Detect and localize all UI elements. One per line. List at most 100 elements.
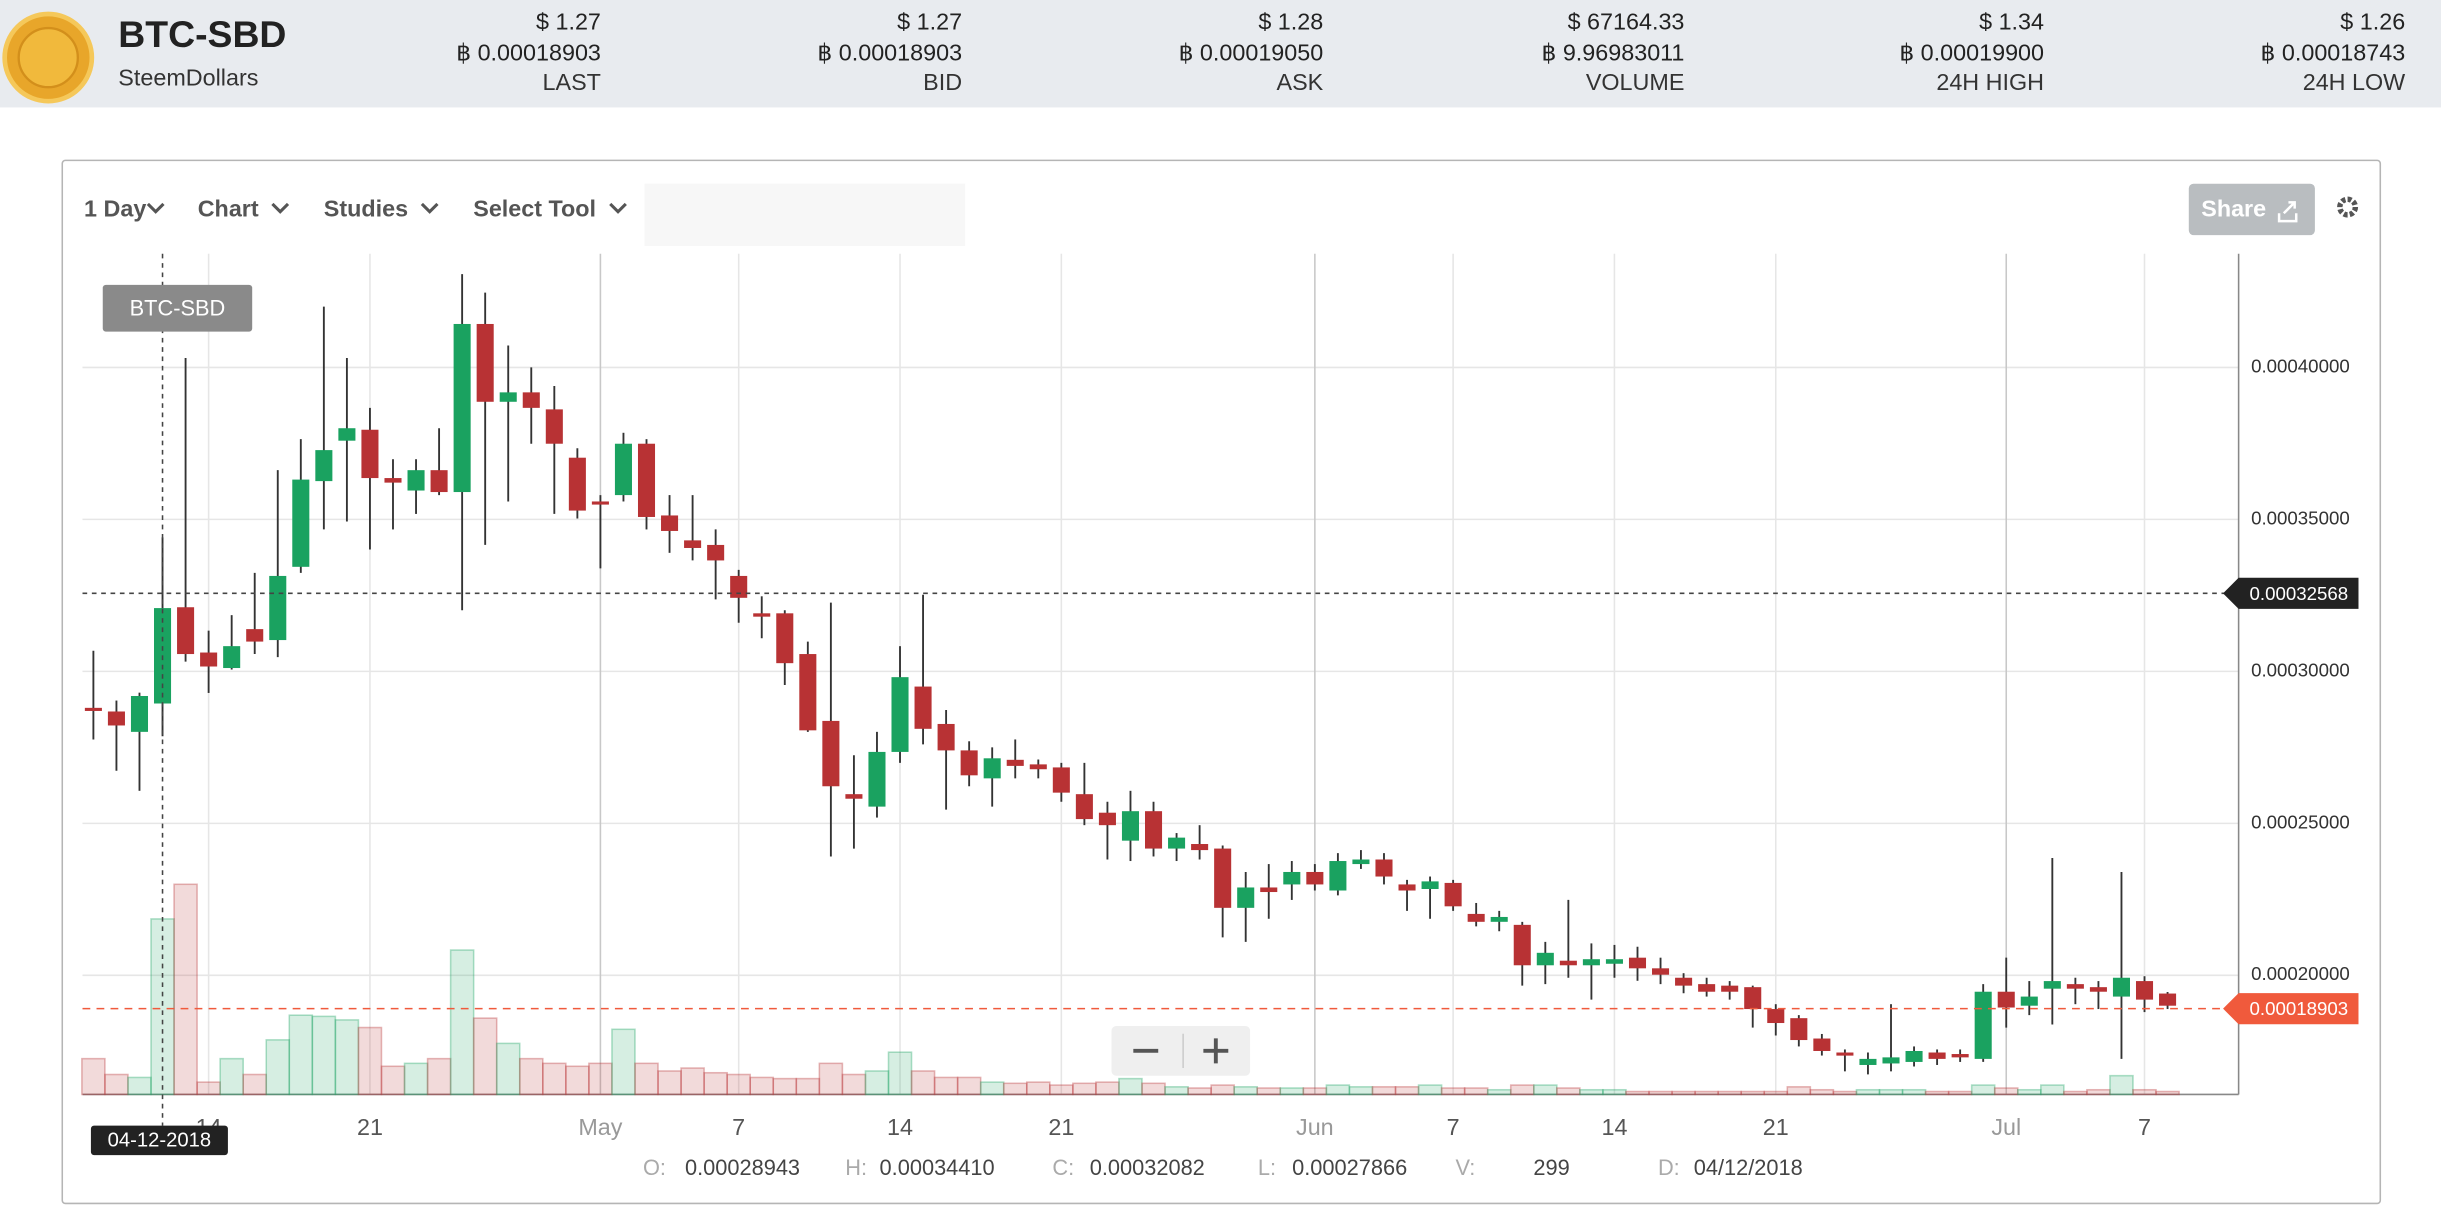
candle-body [891,677,909,752]
volume-bar [127,1076,152,1096]
stat-usd: $ 1.27 [897,9,962,35]
candle-body [753,613,771,617]
chevron [271,202,290,214]
volume-bar [1325,1084,1351,1096]
volume-bar [1002,1082,1028,1096]
candle-body [614,443,632,496]
x-tick-label: 21 [357,1114,383,1140]
volume-bar [2155,1090,2180,1096]
candle-body [1582,959,1600,966]
stat-label: LAST [543,69,601,95]
volume-bar [818,1062,844,1096]
volume-bar [1786,1086,1812,1096]
volume-bar [1509,1084,1535,1096]
stat-usd: $ 67164.33 [1568,9,1685,35]
chevron [609,202,627,214]
volume-bar [1049,1084,1074,1096]
readout-value: 04/12/2018 [1694,1155,1803,1180]
candle-body [684,540,702,548]
volume-bar [1924,1090,1950,1096]
candle-body [1029,764,1047,770]
candle-body [1006,759,1024,766]
candle-body [315,450,333,482]
x-tick-label: 7 [1447,1114,1460,1140]
candle-body [983,758,1001,779]
volume-bar [1486,1088,1512,1096]
candle-body [84,707,102,711]
candle-body [2020,996,2038,1006]
candle-body [1075,794,1093,820]
candle-body [799,654,817,731]
toolbar-item[interactable]: Chart [198,195,259,221]
readout-value: 299 [1533,1155,1569,1180]
volume-bar [1763,1090,1789,1096]
volume-bar [1533,1084,1558,1096]
settings-icon[interactable] [2337,196,2359,218]
volume-bar [426,1057,452,1096]
volume-bar [1694,1090,1719,1096]
candle-body [1997,991,2015,1008]
volume-bar [1187,1087,1212,1096]
candle-body [1398,884,1416,891]
volume-bar [2040,1084,2065,1096]
toolbar-item[interactable]: 1 Day [84,195,146,221]
stat-label: BID [923,69,962,95]
toolbar-item[interactable]: Select Tool [473,195,596,221]
candle-body [1352,859,1370,865]
stats: $ 1.27 ฿ 0.00018903 LAST $ 1.27 ฿ 0.00018903… [456,9,2405,96]
header-bar [0,0,2441,108]
candle-body [868,751,886,807]
zoom-in[interactable] [1203,1038,1229,1064]
candle-body [1628,957,1647,969]
y-tick-label: 0.00040000 [2251,355,2350,376]
last-price-label: 0.00018903 [2250,998,2349,1019]
y-tick-label: 0.00025000 [2251,811,2350,832]
toolbar: 1 Day Chart Studies Select Tool [84,195,627,221]
chevron [420,202,439,214]
candle-body [384,478,402,483]
volume-bar [1463,1087,1489,1096]
candle-body [1052,767,1070,793]
candle-body [407,470,425,491]
volume-bar [1256,1087,1282,1096]
candle-body [1675,977,1693,986]
volume-bar [1901,1088,1927,1096]
candle-body [960,750,978,776]
readout-value: 0.00032082 [1090,1155,1205,1180]
volume-bar [1602,1088,1627,1096]
volume-bar [1025,1081,1051,1096]
volume-bar [81,1057,106,1096]
volume-bar [1809,1088,1835,1096]
crosshair-price-label: 0.00032568 [2250,583,2349,604]
last-price-tag [2223,993,2359,1025]
candle-body [1744,987,1762,1010]
stat-label: 24H LOW [2303,69,2405,95]
candle-body [1214,848,1232,908]
readout-label: H: [845,1155,867,1180]
x-tick-label: 21 [1763,1114,1789,1140]
volume-bar [1072,1082,1097,1096]
candle-body [1882,1057,1900,1064]
candle-body [591,501,609,505]
toolbar-item[interactable]: Studies [324,195,408,221]
candle-body [1260,887,1278,893]
candle-body [107,711,125,726]
candle-body [1905,1050,1923,1062]
stat-btc: ฿ 0.00018903 [456,40,601,66]
volume-bar [1210,1084,1235,1096]
volume-bar [1394,1086,1420,1096]
volume-bar [403,1062,429,1096]
candle-body [2112,977,2130,997]
volume-bar [472,1017,498,1096]
volume-bar [1625,1090,1650,1096]
zoom-controls [1111,1025,1251,1076]
candle-body [1191,844,1209,851]
search-box[interactable] [644,183,966,246]
symbol: BTC-SBD [118,13,286,55]
candle-body [200,652,218,667]
volume-bar [265,1039,291,1096]
stat-btc: ฿ 0.00018743 [2261,40,2406,66]
volume-bar [1717,1090,1742,1096]
